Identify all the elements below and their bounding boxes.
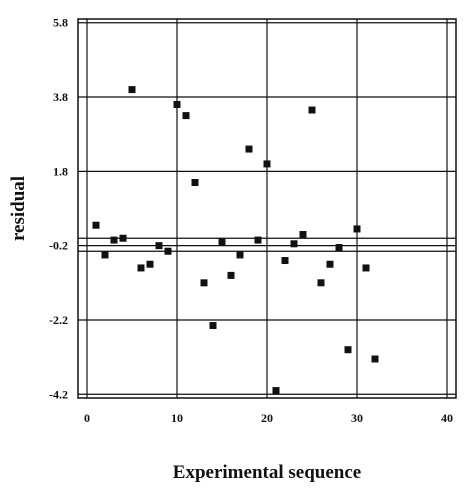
data-point xyxy=(218,238,226,246)
data-point xyxy=(308,106,316,114)
data-point xyxy=(155,242,163,250)
data-point xyxy=(353,225,361,233)
data-point xyxy=(254,236,262,244)
plot-frame xyxy=(77,18,457,399)
data-point xyxy=(119,234,127,242)
grid xyxy=(78,19,456,398)
data-point xyxy=(137,264,145,272)
y-tick-label: 1.8 xyxy=(53,164,68,178)
data-point xyxy=(173,100,181,108)
y-tick-label: 5.8 xyxy=(53,16,68,30)
data-point xyxy=(281,257,289,265)
data-points xyxy=(92,86,379,395)
y-tick-label: -0.2 xyxy=(49,239,68,253)
data-point xyxy=(209,322,217,330)
data-point xyxy=(227,271,235,279)
x-tick-label: 40 xyxy=(441,411,453,425)
data-point xyxy=(128,86,136,94)
data-point xyxy=(245,145,253,153)
y-tick-label: -2.2 xyxy=(49,313,68,327)
x-axis-title: Experimental sequence xyxy=(173,462,361,483)
y-axis-title: residual xyxy=(8,176,29,241)
data-point xyxy=(110,236,118,244)
data-point xyxy=(290,240,298,248)
data-point xyxy=(191,178,199,186)
y-tick-label: -4.2 xyxy=(49,387,68,401)
data-point xyxy=(92,221,100,229)
x-tick-label: 0 xyxy=(84,411,90,425)
data-point xyxy=(317,279,325,287)
data-point xyxy=(344,346,352,354)
x-tick-label: 10 xyxy=(171,411,183,425)
x-tick-label: 20 xyxy=(261,411,273,425)
data-point xyxy=(263,160,271,168)
y-tick-labels: 5.8 3.8 1.8 -0.2 -2.2 -4.2 xyxy=(49,16,68,402)
data-point xyxy=(146,260,154,268)
data-point xyxy=(101,251,109,259)
x-tick-label: 30 xyxy=(351,411,363,425)
data-point xyxy=(272,387,280,395)
data-point xyxy=(182,112,190,120)
data-point xyxy=(236,251,244,259)
y-tick-label: 3.8 xyxy=(53,90,68,104)
reference-lines xyxy=(78,237,456,252)
data-point xyxy=(335,244,343,252)
x-tick-labels: 0 10 20 30 40 xyxy=(84,411,453,425)
data-point xyxy=(326,260,334,268)
data-point xyxy=(362,264,370,272)
data-point xyxy=(200,279,208,287)
data-point xyxy=(371,355,379,363)
data-point xyxy=(164,247,172,255)
data-point xyxy=(299,231,307,239)
